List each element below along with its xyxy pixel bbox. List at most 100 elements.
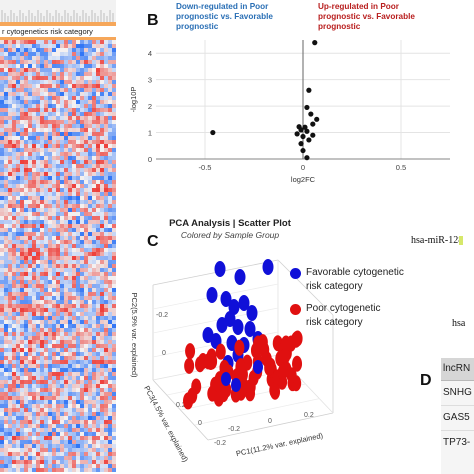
heatmap-cell: [100, 400, 104, 404]
heatmap-cell: [12, 112, 16, 116]
heatmap-cell: [92, 88, 96, 92]
heatmap-cell: [64, 444, 68, 448]
heatmap-cell: [88, 348, 92, 352]
heatmap-cell: [56, 348, 60, 352]
heatmap-cell: [44, 248, 48, 252]
heatmap-cell: [84, 164, 88, 168]
heatmap-cell: [36, 164, 40, 168]
heatmap-cell: [60, 244, 64, 248]
heatmap-cell: [60, 428, 64, 432]
heatmap-cell: [32, 420, 36, 424]
heatmap-cell: [48, 268, 52, 272]
heatmap-cell: [80, 324, 84, 328]
heatmap-cell: [52, 220, 56, 224]
heatmap-cell: [12, 212, 16, 216]
heatmap-cell: [32, 388, 36, 392]
heatmap-cell: [36, 324, 40, 328]
heatmap-cell: [92, 312, 96, 316]
heatmap-cell: [40, 368, 44, 372]
heatmap-cell: [72, 224, 76, 228]
heatmap-cell: [60, 404, 64, 408]
heatmap-cell: [4, 60, 8, 64]
heatmap-cell: [24, 384, 28, 388]
heatmap-cell: [104, 316, 108, 320]
heatmap-cell: [56, 176, 60, 180]
heatmap-cell: [100, 96, 104, 100]
heatmap-cell: [100, 112, 104, 116]
heatmap-cell: [36, 304, 40, 308]
heatmap-cell: [96, 88, 100, 92]
heatmap-cell: [12, 88, 16, 92]
heatmap-cell: [44, 396, 48, 400]
heatmap-cell: [76, 40, 80, 44]
heatmap-cell: [80, 280, 84, 284]
heatmap-cell: [24, 376, 28, 380]
heatmap-cell: [28, 320, 32, 324]
heatmap-cell: [8, 212, 12, 216]
heatmap-cell: [84, 352, 88, 356]
heatmap-cell: [104, 312, 108, 316]
heatmap-cell: [84, 300, 88, 304]
heatmap-cell: [20, 88, 24, 92]
heatmap-cell: [12, 228, 16, 232]
heatmap-cell: [48, 116, 52, 120]
heatmap-cell: [28, 96, 32, 100]
heatmap-cell: [100, 220, 104, 224]
heatmap-cell: [72, 308, 76, 312]
heatmap-cell: [56, 384, 60, 388]
heatmap-cell: [52, 260, 56, 264]
heatmap-cell: [88, 252, 92, 256]
heatmap-cell: [108, 280, 112, 284]
heatmap-cell: [24, 232, 28, 236]
heatmap-cell: [64, 68, 68, 72]
heatmap-cell: [28, 196, 32, 200]
heatmap-cell: [88, 272, 92, 276]
heatmap-cell: [16, 344, 20, 348]
heatmap-cell: [60, 320, 64, 324]
heatmap-cell: [92, 76, 96, 80]
heatmap-cell: [32, 452, 36, 456]
heatmap-cell: [96, 60, 100, 64]
heatmap-cell: [108, 196, 112, 200]
heatmap-cell: [52, 308, 56, 312]
heatmap-cell: [104, 352, 108, 356]
heatmap-cell: [16, 448, 20, 452]
pca-tick-pc1: 0: [268, 418, 272, 425]
heatmap-cell: [112, 324, 116, 328]
heatmap-cell: [40, 416, 44, 420]
heatmap-cell: [36, 420, 40, 424]
heatmap-cell: [76, 164, 80, 168]
heatmap-cell: [92, 152, 96, 156]
heatmap-cell: [96, 112, 100, 116]
heatmap-cell: [44, 268, 48, 272]
heatmap-cell: [24, 196, 28, 200]
heatmap-cell: [92, 224, 96, 228]
heatmap-cell: [48, 316, 52, 320]
heatmap-cell: [96, 212, 100, 216]
heatmap-cell: [88, 352, 92, 356]
heatmap-cell: [68, 420, 72, 424]
heatmap-cell: [52, 148, 56, 152]
heatmap-cell: [36, 60, 40, 64]
heatmap-cell: [36, 352, 40, 356]
heatmap-cell: [0, 100, 4, 104]
heatmap-cell: [108, 276, 112, 280]
heatmap-cell: [32, 196, 36, 200]
heatmap-cell: [24, 132, 28, 136]
heatmap-cell: [8, 92, 12, 96]
heatmap-cell: [76, 352, 80, 356]
heatmap-cell: [12, 244, 16, 248]
heatmap-cell: [20, 248, 24, 252]
heatmap-cell: [52, 372, 56, 376]
pca-grid-line: [194, 398, 321, 426]
heatmap-cell: [100, 420, 104, 424]
heatmap-cell: [4, 388, 8, 392]
heatmap-cell: [48, 152, 52, 156]
heatmap-cell: [104, 404, 108, 408]
heatmap-cell: [60, 120, 64, 124]
heatmap-cell: [100, 100, 104, 104]
heatmap-cell: [20, 92, 24, 96]
heatmap-cell: [28, 80, 32, 84]
heatmap-cell: [104, 272, 108, 276]
heatmap-cell: [92, 300, 96, 304]
